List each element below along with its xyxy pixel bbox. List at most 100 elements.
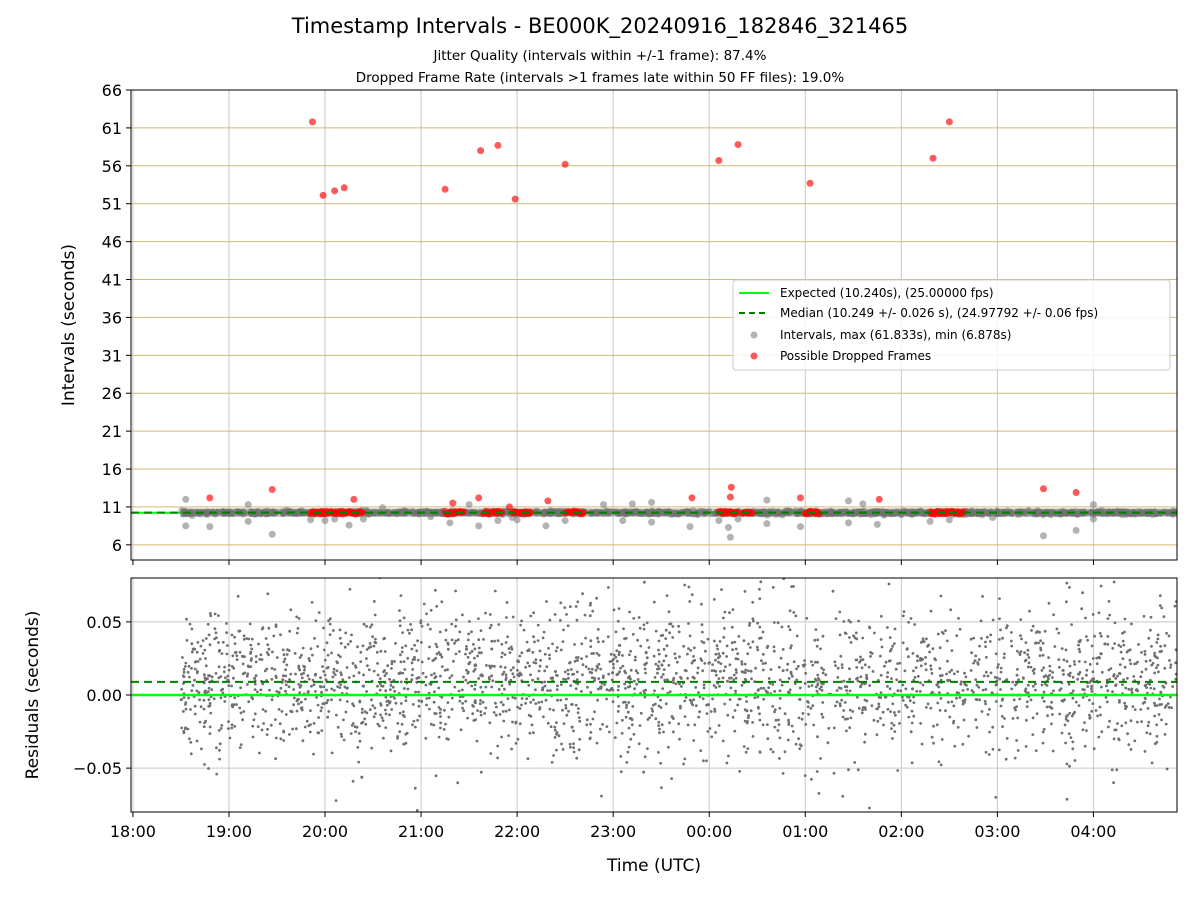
- residual-point: [779, 656, 783, 660]
- residual-point: [334, 799, 338, 802]
- residual-point: [838, 610, 842, 614]
- residual-point: [553, 613, 557, 616]
- residual-point: [446, 641, 450, 645]
- bottom-data-layer: [131, 578, 1177, 812]
- residual-point: [595, 741, 599, 745]
- residual-point: [678, 655, 681, 659]
- residual-point: [450, 708, 454, 711]
- legend-box: [732, 279, 1171, 371]
- residual-point: [225, 644, 229, 647]
- residual-point: [723, 702, 727, 706]
- residual-point: [507, 708, 511, 712]
- residual-point: [410, 628, 414, 632]
- residual-point: [986, 713, 990, 716]
- residual-point: [411, 668, 415, 671]
- residual-point: [790, 724, 794, 728]
- residual-point: [413, 655, 416, 659]
- residual-point: [352, 674, 356, 678]
- residual-point: [1018, 697, 1022, 701]
- residual-point: [543, 684, 547, 688]
- residual-point: [714, 670, 718, 673]
- residual-point: [416, 639, 419, 643]
- residual-point: [865, 673, 868, 677]
- residual-point: [792, 611, 796, 614]
- residual-point: [913, 676, 917, 679]
- residual-point: [432, 723, 436, 727]
- residual-point: [1160, 718, 1163, 722]
- residual-point: [1041, 741, 1045, 745]
- residual-point: [188, 622, 192, 626]
- residual-point: [235, 703, 238, 706]
- residual-point: [1016, 716, 1020, 720]
- residual-point: [443, 668, 447, 672]
- residual-point: [661, 633, 665, 637]
- residual-point: [402, 687, 406, 690]
- residual-point: [204, 657, 207, 660]
- residual-point: [576, 656, 580, 659]
- residual-point: [788, 688, 792, 692]
- residual-point: [1005, 737, 1009, 740]
- residual-point: [450, 638, 454, 642]
- residual-point: [427, 696, 431, 700]
- residual-point: [805, 616, 809, 620]
- residual-point: [842, 679, 846, 683]
- residual-point: [657, 751, 660, 754]
- residual-point: [398, 609, 401, 612]
- residual-point: [242, 634, 246, 638]
- residual-point: [425, 697, 429, 700]
- residual-point: [904, 687, 908, 691]
- residual-point: [1042, 727, 1046, 731]
- dropped-frame-point: [331, 187, 339, 195]
- residual-point: [279, 737, 283, 741]
- residual-point: [1137, 643, 1140, 646]
- residual-point: [264, 637, 268, 640]
- residual-point: [340, 673, 343, 677]
- residual-point: [233, 725, 237, 728]
- residual-point: [865, 676, 868, 679]
- residual-point: [702, 683, 706, 687]
- legend-intervals-swatch: [750, 331, 758, 339]
- residual-point: [543, 652, 547, 656]
- residual-point: [511, 720, 514, 724]
- residual-point: [926, 702, 930, 706]
- residual-point: [311, 653, 314, 657]
- residual-point: [434, 675, 438, 678]
- residual-point: [365, 648, 369, 651]
- residual-point: [668, 721, 671, 725]
- residual-point: [590, 652, 594, 655]
- residual-point: [390, 660, 394, 663]
- residual-point: [432, 700, 436, 704]
- residual-point: [807, 685, 811, 688]
- residual-point: [657, 660, 661, 664]
- residual-point: [394, 642, 397, 645]
- residual-point: [442, 728, 446, 731]
- residual-point: [780, 625, 784, 629]
- residual-point: [924, 662, 927, 666]
- residual-point: [443, 708, 446, 712]
- residual-point: [777, 665, 781, 669]
- residual-point: [1097, 735, 1101, 739]
- residual-point: [526, 661, 530, 665]
- residual-point: [1085, 673, 1088, 677]
- residual-point: [410, 673, 414, 677]
- residual-point: [510, 647, 514, 651]
- residual-point: [1093, 634, 1096, 638]
- residual-point: [225, 631, 229, 635]
- residual-point: [921, 637, 925, 641]
- residual-point: [819, 757, 822, 760]
- residual-point: [838, 633, 842, 637]
- residual-point: [215, 746, 218, 750]
- interval-outlier-point: [873, 520, 881, 528]
- residual-point: [953, 744, 957, 748]
- residual-point: [1169, 666, 1172, 669]
- residual-point: [267, 653, 270, 657]
- residual-point: [998, 617, 1001, 621]
- residual-point: [459, 728, 463, 732]
- residual-point: [201, 652, 205, 655]
- interval-outlier-point: [513, 516, 521, 524]
- residual-point: [207, 674, 210, 677]
- residual-point: [820, 712, 824, 716]
- residual-point: [801, 663, 805, 667]
- residual-point: [1055, 627, 1059, 631]
- residual-point: [433, 658, 436, 661]
